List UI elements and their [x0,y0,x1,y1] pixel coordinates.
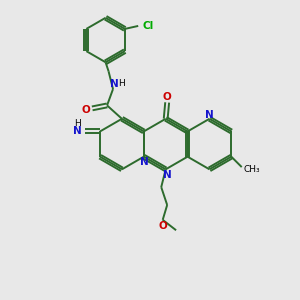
Text: N: N [163,170,172,180]
Text: Cl: Cl [142,21,153,31]
Text: N: N [73,126,82,136]
Text: CH₃: CH₃ [244,165,260,174]
Text: H: H [118,79,125,88]
Text: O: O [163,92,172,101]
Text: N: N [140,157,149,167]
Text: N: N [205,110,214,120]
Text: O: O [158,221,167,231]
Text: O: O [82,105,91,115]
Text: H: H [74,118,80,127]
Text: N: N [110,79,118,89]
